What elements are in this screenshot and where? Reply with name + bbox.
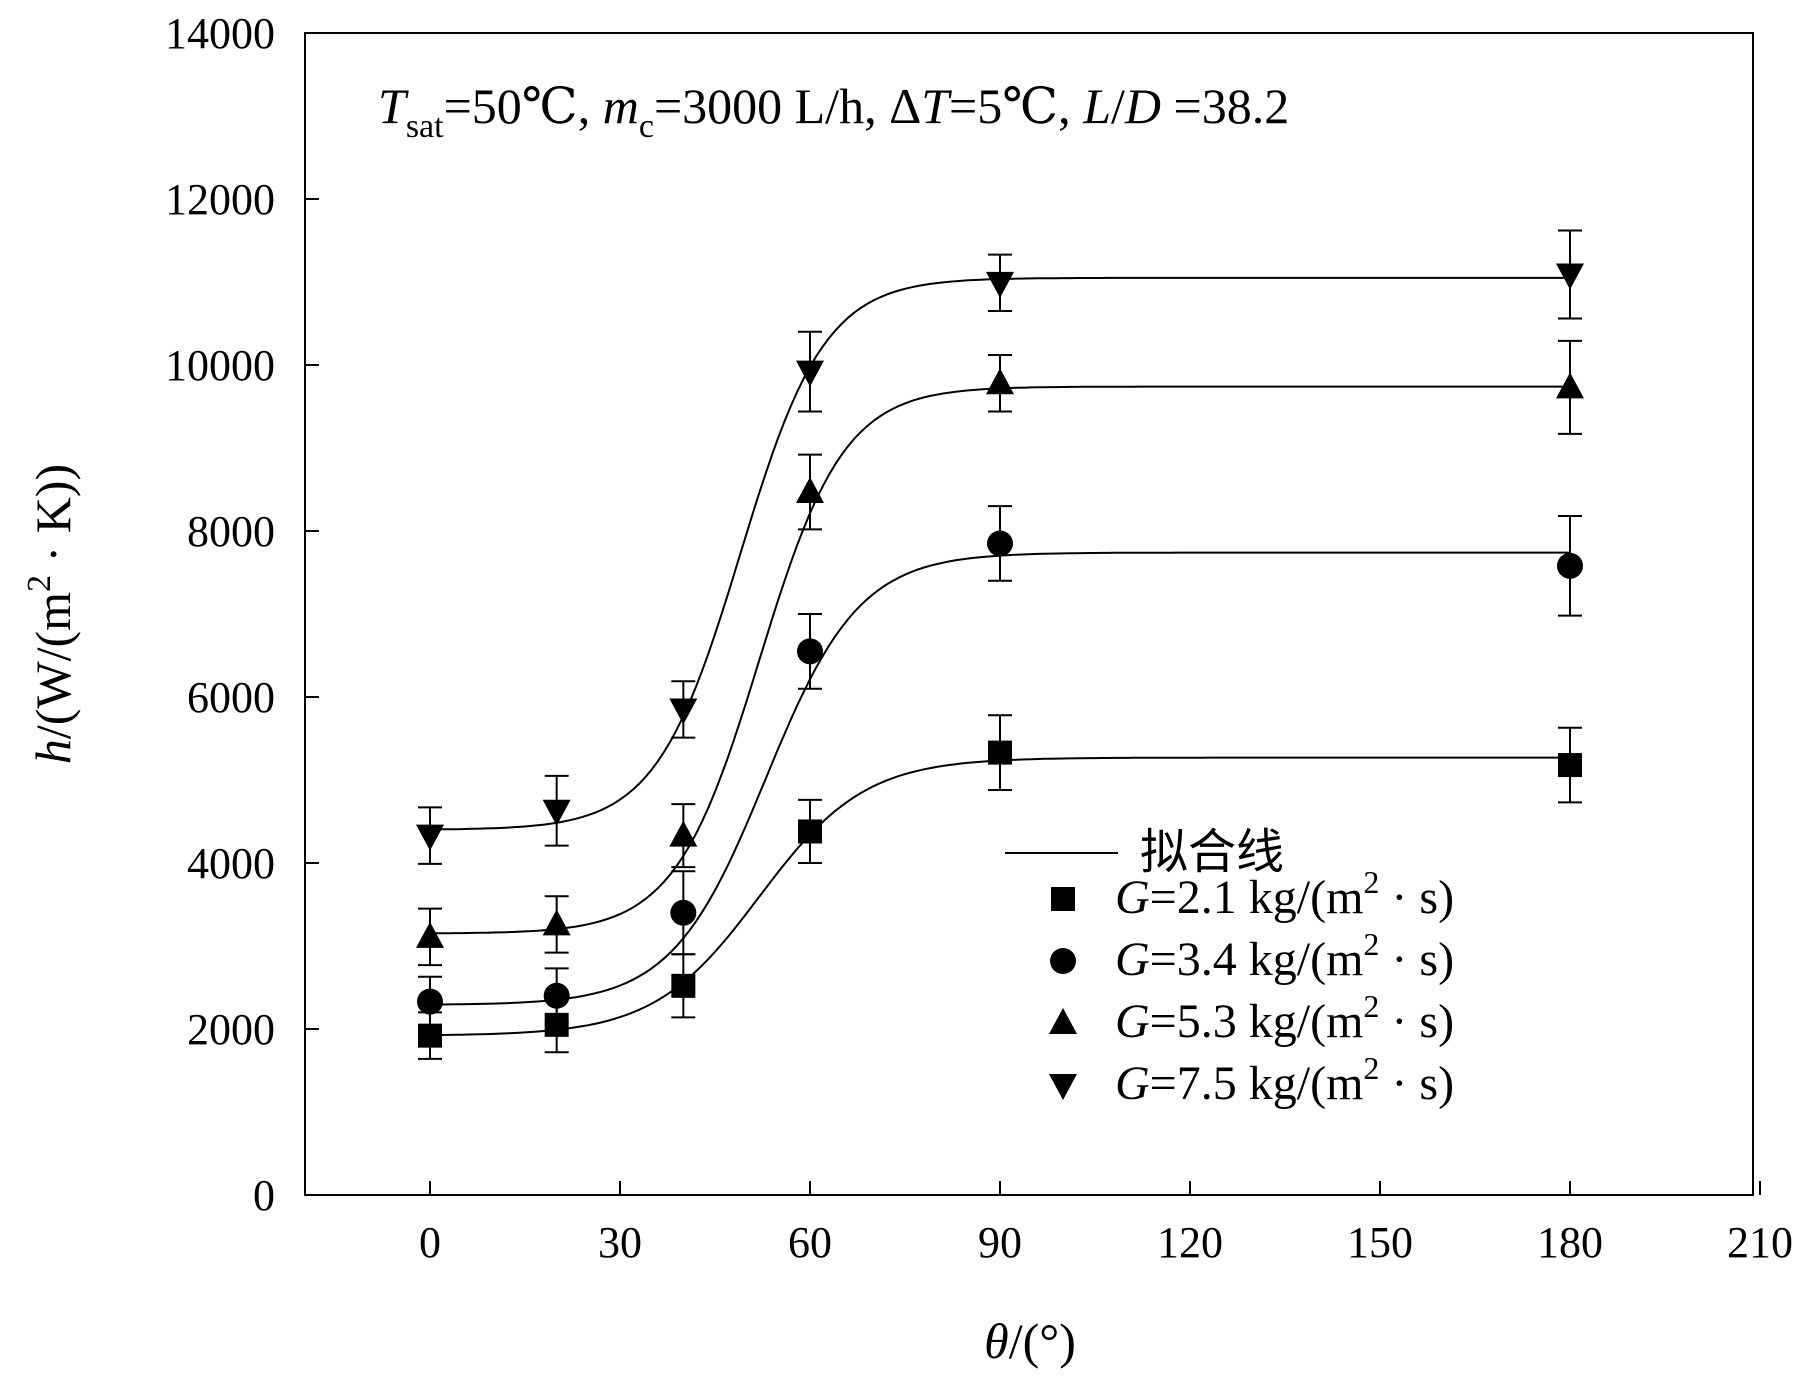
- data-point-circle: [670, 899, 697, 926]
- data-point-triangle-down: [669, 698, 698, 725]
- y-axis-unit: /(W/(m: [25, 592, 81, 739]
- mc-value: =3000 L/h,: [654, 78, 889, 134]
- tsat-symbol: T: [378, 78, 409, 134]
- x-axis-symbol: θ: [984, 1313, 1009, 1369]
- ld-value: =38.2: [1161, 78, 1289, 134]
- y-tick-label: 2000: [187, 1005, 275, 1054]
- conditions-annotation: Tsat=50℃, mc=3000 L/h, ΔT=5℃, L/D =38.2: [378, 78, 1289, 145]
- data-point-circle: [987, 530, 1013, 557]
- x-tick-label: 180: [1537, 1218, 1603, 1267]
- legend-label: G=7.5 kg/(m2 · s): [1115, 1050, 1454, 1110]
- y-tick-label: 0: [253, 1171, 275, 1220]
- d-symbol: D: [1124, 78, 1161, 134]
- y-tick-label: 12000: [165, 175, 275, 224]
- x-tick-label: 210: [1727, 1218, 1793, 1267]
- dt-symbol: T: [921, 78, 952, 134]
- legend-marker-triangle-down: [1049, 1074, 1077, 1100]
- ld-slash: /: [1111, 78, 1125, 134]
- data-point-circle: [417, 988, 443, 1015]
- x-tick-label: 90: [978, 1218, 1022, 1267]
- data-point-circle: [797, 638, 823, 665]
- data-point-circle: [543, 982, 570, 1009]
- tsat-subscript: sat: [406, 108, 444, 145]
- data-point-square: [988, 740, 1012, 765]
- y-axis-symbol: h: [25, 739, 81, 764]
- y-axis-title: h/(W/(m2 · K)): [21, 464, 81, 764]
- data-point-triangle-down: [416, 824, 444, 851]
- legend-label: G=2.1 kg/(m2 · s): [1115, 864, 1454, 924]
- plot-frame: [304, 32, 1754, 1196]
- data-point-square: [544, 1012, 569, 1037]
- x-tick-label: 150: [1347, 1218, 1413, 1267]
- x-tick-label: 0: [419, 1218, 441, 1267]
- legend-items: G=2.1 kg/(m2 · s)G=3.4 kg/(m2 · s)G=5.3 …: [1049, 864, 1454, 1110]
- mc-subscript: c: [639, 108, 654, 145]
- x-axis-title: θ/(°): [984, 1313, 1076, 1369]
- y-tick-label: 6000: [187, 673, 275, 722]
- data-point-triangle-up: [669, 820, 698, 847]
- data-point-triangle-down: [542, 799, 571, 826]
- l-symbol: L: [1082, 78, 1111, 134]
- legend-label: G=5.3 kg/(m2 · s): [1115, 988, 1454, 1048]
- data-point-triangle-down: [1556, 263, 1584, 290]
- data-point-triangle-up: [1556, 372, 1584, 399]
- mc-symbol: m: [603, 78, 639, 134]
- data-point-triangle-up: [416, 921, 444, 948]
- legend-fit-label: 拟合线: [1140, 826, 1284, 879]
- y-tick-label: 10000: [165, 341, 275, 390]
- x-axis-unit: /(°): [1009, 1313, 1076, 1369]
- data-point-triangle-down: [796, 360, 824, 387]
- delta-symbol: Δ: [889, 78, 921, 134]
- y-tick-label: 4000: [187, 839, 275, 888]
- y-axis-tail: · K)): [25, 464, 81, 575]
- fit-line-2: [430, 385, 1570, 935]
- y-axis-sup: 2: [21, 575, 58, 592]
- data-point-circle: [1557, 552, 1583, 579]
- legend-label: G=3.4 kg/(m2 · s): [1115, 926, 1454, 986]
- data-point-square: [1558, 753, 1582, 778]
- legend-marker-circle: [1050, 948, 1076, 974]
- dt-value: =5℃,: [949, 78, 1083, 134]
- axes: 0 30 60 90 120 150 180 210 0 2000 4000 6000 8000 1000…: [165, 9, 1793, 1267]
- x-tick-label: 30: [598, 1218, 642, 1267]
- y-tick-label: 8000: [187, 507, 275, 556]
- legend-marker-square: [1051, 887, 1075, 911]
- data-point-triangle-up: [542, 909, 571, 936]
- data-point-square: [798, 819, 822, 844]
- data-point-triangle-up: [796, 476, 824, 503]
- y-tick-label: 14000: [165, 9, 275, 58]
- tsat-value: =50℃,: [444, 78, 603, 134]
- data-point-square: [418, 1023, 442, 1048]
- legend-marker-triangle-up: [1049, 1008, 1077, 1034]
- data-point-triangle-down: [986, 271, 1014, 298]
- data-point-triangle-up: [986, 368, 1014, 395]
- x-tick-label: 60: [788, 1218, 832, 1267]
- legend: 拟合线 G=2.1 kg/(m2 · s)G=3.4 kg/(m2 · s)G=…: [1005, 826, 1454, 1110]
- data-markers: [416, 263, 1584, 1048]
- data-point-square: [671, 973, 696, 998]
- x-tick-label: 120: [1157, 1218, 1223, 1267]
